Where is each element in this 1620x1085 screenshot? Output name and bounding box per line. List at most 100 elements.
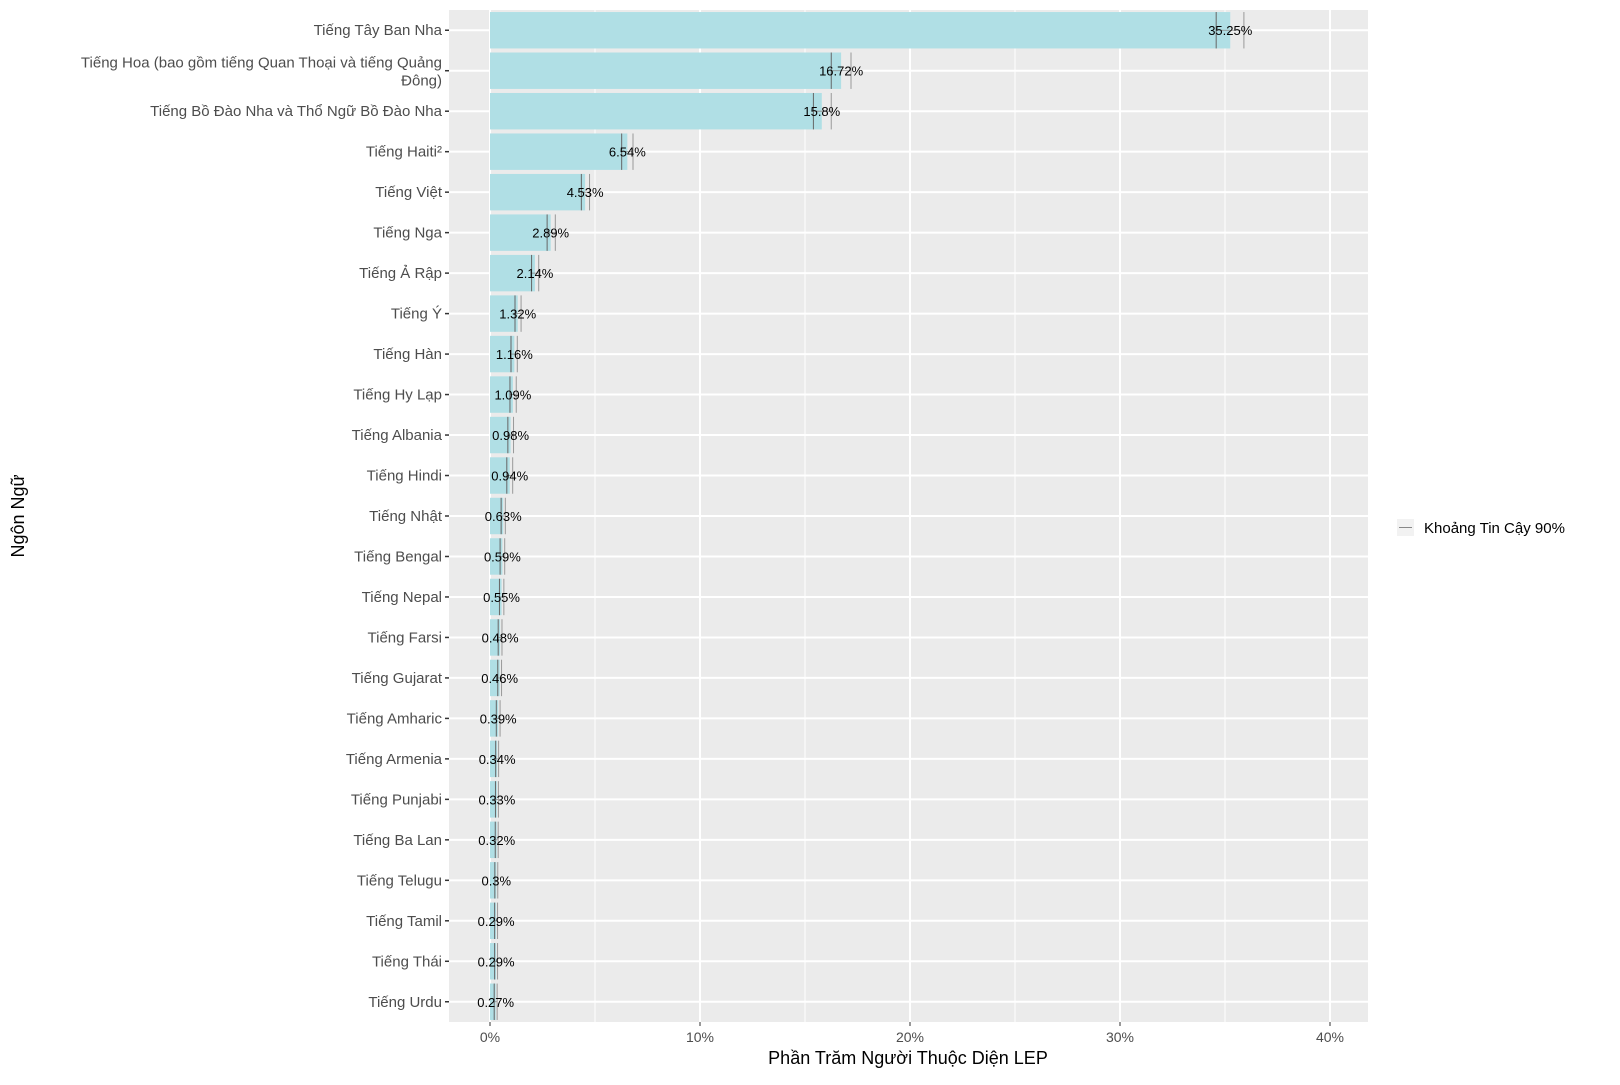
bar	[490, 416, 511, 454]
y-axis: Tiếng Tây Ban Nha Tiếng Hoa (bao gồm tiến…	[81, 22, 449, 1011]
y-tick-label-line: Tiếng Việt	[375, 184, 443, 201]
x-tick-label: 20%	[896, 1029, 924, 1045]
value-label: 0.59%	[484, 549, 521, 564]
bar	[490, 619, 501, 656]
y-tick-label-line: Tiếng Gujarat	[352, 670, 443, 687]
bar	[490, 52, 842, 89]
bar	[490, 862, 497, 899]
y-tick-label: Tiếng Gujarat	[352, 670, 443, 687]
y-tick-label-line: Tiếng Haiti²	[366, 144, 442, 161]
y-tick-label-line: Tiếng Bengal	[354, 548, 442, 565]
bar	[490, 578, 502, 616]
y-tick-label-line: Tiếng Punjabi	[351, 791, 442, 808]
y-tick-label: Tiếng Việt	[375, 184, 443, 201]
y-tick-label: Tiếng Tây Ban Nha	[314, 22, 443, 39]
y-tick-label: Tiếng Tamil	[366, 913, 442, 930]
y-tick-label-line: Tiếng Hy Lạp	[353, 387, 442, 404]
value-label: 0.29%	[478, 954, 515, 969]
value-label: 1.16%	[496, 347, 533, 362]
y-tick-label: Tiếng Hy Lạp	[353, 387, 442, 404]
y-tick-label-line: Tiếng Hoa (bao gồm tiếng Quan Thoại và t…	[81, 55, 442, 72]
bar	[490, 659, 500, 697]
bar	[490, 700, 499, 737]
y-tick-label-line: Tiếng Nepal	[362, 589, 442, 606]
y-tick-label: Tiếng Bengal	[354, 548, 442, 565]
bar	[490, 335, 515, 373]
value-label: 1.32%	[499, 307, 536, 322]
value-label: 0.34%	[479, 752, 516, 767]
bar	[490, 538, 503, 575]
bar	[490, 983, 496, 1020]
bar	[490, 295, 518, 332]
value-label: 0.98%	[492, 428, 529, 443]
x-tick-label: 30%	[1106, 1029, 1134, 1045]
y-tick-label-line: Tiếng Urdu	[368, 994, 442, 1011]
y-tick-label-line: Tiếng Ả Rập	[359, 265, 442, 282]
legend-label: Khoảng Tin Cậy 90%	[1424, 520, 1565, 537]
bar	[490, 376, 513, 413]
x-tick-label: 0%	[480, 1029, 500, 1045]
y-tick-label-line: Tiếng Telugu	[357, 872, 442, 889]
y-tick-label: Tiếng Armenia	[346, 751, 443, 768]
y-axis-title: Ngôn Ngữ	[8, 474, 28, 557]
bar	[490, 173, 586, 211]
value-label: 16.72%	[819, 64, 864, 79]
x-axis-title: Phần Trăm Người Thuộc Diện LEP	[768, 1048, 1048, 1068]
y-tick-label-line: Tiếng Hàn	[373, 346, 442, 363]
y-tick-label: Tiếng Nepal	[362, 589, 442, 606]
y-tick-label-line: Tiếng Ba Lan	[353, 832, 442, 849]
y-tick-label: Tiếng Hoa (bao gồm tiếng Quan Thoại và t…	[81, 55, 442, 90]
y-tick-label: Tiếng Hindi	[367, 468, 442, 485]
y-tick-label: Tiếng Albania	[352, 427, 443, 444]
bar	[490, 214, 551, 251]
bar	[490, 133, 628, 170]
y-tick-label-line: Tiếng Nhật	[369, 508, 443, 525]
value-label: 0.63%	[485, 509, 522, 524]
y-tick-label: Tiếng Hàn	[373, 346, 442, 363]
bar	[490, 943, 497, 980]
value-label: 2.89%	[532, 226, 569, 241]
y-tick-label-line: Tiếng Ý	[391, 306, 442, 323]
y-tick-label: Tiếng Bồ Đào Nha và Thổ Ngữ Bồ Đào Nha	[150, 103, 443, 120]
y-tick-label: Tiếng Telugu	[357, 872, 442, 889]
value-label: 6.54%	[609, 145, 646, 160]
value-label: 1.09%	[494, 388, 531, 403]
y-tick-label-line: Tiếng Nga	[373, 225, 442, 242]
y-tick-label: Tiếng Ả Rập	[359, 265, 442, 282]
bar	[490, 254, 535, 292]
value-label: 0.29%	[478, 914, 515, 929]
bar	[490, 902, 497, 940]
y-tick-label-line: Tiếng Tây Ban Nha	[314, 22, 443, 39]
y-tick-label-line: Tiếng Hindi	[367, 468, 442, 485]
y-tick-label: Tiếng Ý	[391, 306, 442, 323]
bar	[490, 457, 510, 494]
y-tick-label: Tiếng Urdu	[368, 994, 442, 1011]
value-label: 2.14%	[517, 266, 554, 281]
y-tick-label: Tiếng Nga	[373, 225, 442, 242]
x-tick-label: 40%	[1316, 1029, 1344, 1045]
bar	[490, 821, 497, 859]
x-tick-label: 10%	[686, 1029, 714, 1045]
y-tick-label: Tiếng Amharic	[347, 710, 443, 727]
bar	[490, 740, 498, 778]
y-tick-label-line: Tiếng Tamil	[366, 913, 442, 930]
value-label: 35.25%	[1208, 23, 1253, 38]
y-tick-label-line: Tiếng Armenia	[346, 751, 443, 768]
value-label: 0.39%	[480, 711, 517, 726]
y-tick-label-line: Đông)	[401, 73, 442, 90]
value-label: 4.53%	[567, 185, 604, 200]
y-tick-label: Tiếng Ba Lan	[353, 832, 442, 849]
bar	[490, 497, 504, 535]
value-label: 0.94%	[491, 469, 528, 484]
value-label: 0.32%	[478, 833, 515, 848]
value-label: 0.55%	[483, 590, 520, 605]
legend: Khoảng Tin Cậy 90%	[1397, 519, 1565, 537]
value-label: 0.3%	[481, 873, 511, 888]
y-tick-label: Tiếng Nhật	[369, 508, 443, 525]
y-tick-label: Tiếng Punjabi	[351, 791, 442, 808]
bar	[490, 12, 1231, 49]
bars: 35.25% 16.72% 15.8% 6.54% 4.53% 2.89% 2.14% 1.3…	[477, 12, 1253, 1020]
y-tick-label-line: Tiếng Bồ Đào Nha và Thổ Ngữ Bồ Đào Nha	[150, 103, 443, 120]
value-label: 0.48%	[482, 630, 519, 645]
